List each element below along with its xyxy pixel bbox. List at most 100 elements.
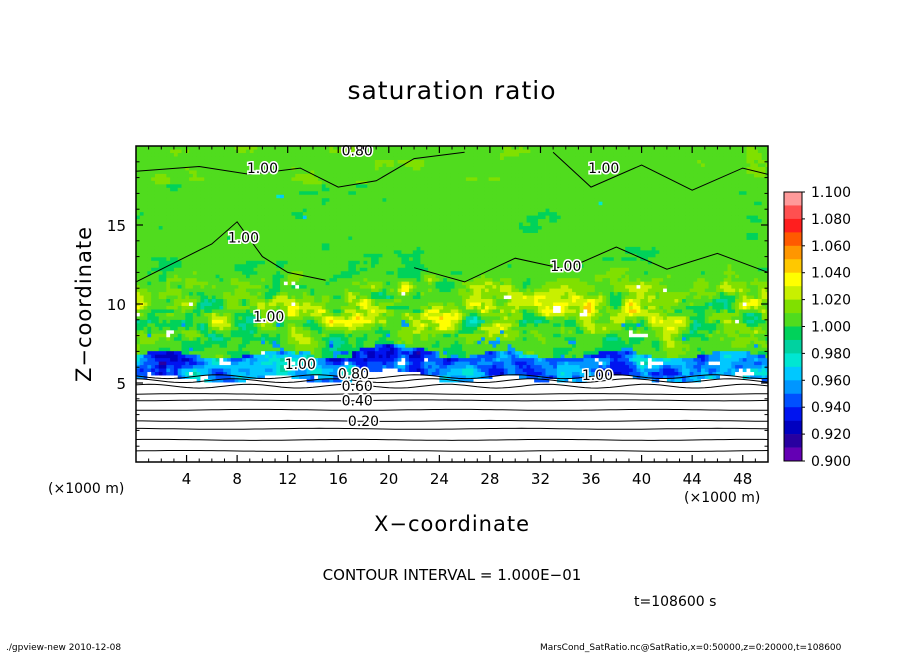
field-cell — [329, 194, 334, 199]
field-cell — [143, 340, 148, 345]
field-cell — [287, 444, 292, 449]
field-cell — [302, 368, 308, 373]
field-cell — [261, 246, 266, 251]
field-cell — [238, 340, 243, 345]
field-cell — [185, 208, 190, 213]
field-cell — [310, 395, 315, 400]
field-cell — [208, 309, 213, 313]
field-cell — [283, 395, 289, 400]
field-cell — [196, 208, 201, 213]
field-cell — [215, 267, 220, 272]
field-cell — [310, 229, 315, 233]
field-cell — [139, 378, 144, 383]
field-cell — [173, 305, 179, 310]
field-cell — [333, 180, 338, 185]
field-cell — [170, 284, 175, 289]
field-cell — [136, 298, 141, 303]
field-cell — [208, 347, 213, 352]
field-cell — [321, 389, 326, 393]
field-cell — [177, 187, 182, 192]
field-cell — [170, 364, 175, 369]
field-cell — [291, 382, 296, 386]
field-cell — [264, 430, 270, 435]
field-cell — [329, 402, 334, 407]
field-cell — [234, 263, 239, 268]
field-cell — [200, 399, 205, 404]
field-cell — [139, 152, 144, 157]
field-cell — [268, 215, 273, 220]
field-cell — [189, 243, 194, 247]
field-cell — [310, 343, 315, 348]
field-cell — [272, 455, 277, 459]
field-cell — [208, 451, 213, 456]
field-cell — [295, 197, 300, 202]
field-cell — [189, 281, 194, 286]
field-cell — [302, 371, 308, 376]
field-cell — [189, 274, 194, 279]
field-cell — [264, 451, 270, 456]
field-cell — [185, 430, 190, 435]
field-cell — [154, 263, 160, 268]
field-cell — [158, 274, 163, 279]
field-cell — [166, 420, 171, 425]
field-cell — [147, 159, 152, 164]
field-cell — [173, 382, 179, 386]
field-cell — [306, 399, 311, 404]
field-cell — [253, 215, 258, 220]
field-cell — [314, 395, 319, 400]
field-cell — [143, 302, 148, 306]
field-cell — [325, 183, 330, 188]
field-cell — [181, 378, 186, 383]
field-cell — [173, 281, 179, 286]
field-cell — [329, 218, 334, 223]
field-cell — [189, 371, 194, 376]
field-cell — [295, 430, 300, 435]
field-cell — [170, 319, 175, 324]
field-cell — [204, 423, 209, 428]
field-cell — [280, 208, 285, 213]
field-cell — [314, 256, 319, 261]
field-cell — [276, 326, 281, 331]
field-cell — [219, 232, 224, 237]
field-cell — [291, 413, 296, 418]
field-cell — [314, 260, 319, 265]
field-cell — [139, 170, 144, 174]
field-cell — [192, 295, 198, 300]
field-cell — [219, 298, 224, 303]
field-cell — [302, 423, 308, 428]
field-cell — [139, 423, 144, 428]
field-cell — [295, 333, 300, 338]
field-cell — [272, 416, 277, 421]
field-cell — [173, 368, 179, 373]
field-cell — [340, 222, 345, 227]
field-cell — [185, 163, 190, 167]
field-cell — [295, 427, 300, 432]
field-cell — [261, 423, 266, 428]
field-cell — [340, 225, 345, 230]
field-cell — [166, 302, 171, 306]
field-cell — [143, 430, 148, 435]
field-cell — [177, 281, 182, 286]
field-cell — [268, 204, 273, 209]
field-cell — [325, 225, 330, 230]
field-cell — [302, 305, 308, 310]
field-cell — [234, 183, 239, 188]
field-cell — [245, 302, 251, 306]
field-cell — [253, 361, 258, 366]
field-cell — [249, 260, 254, 265]
field-cell — [196, 423, 201, 428]
field-cell — [227, 434, 232, 439]
field-cell — [143, 420, 148, 425]
field-cell — [325, 267, 330, 272]
field-cell — [276, 371, 281, 376]
field-cell — [151, 371, 156, 376]
field-cell — [318, 354, 323, 359]
field-cell — [136, 441, 141, 446]
field-cell — [136, 239, 141, 244]
field-cell — [264, 180, 270, 185]
field-cell — [219, 215, 224, 220]
field-cell — [192, 364, 198, 369]
field-cell — [234, 298, 239, 303]
field-cell — [154, 333, 160, 338]
field-cell — [154, 406, 160, 411]
